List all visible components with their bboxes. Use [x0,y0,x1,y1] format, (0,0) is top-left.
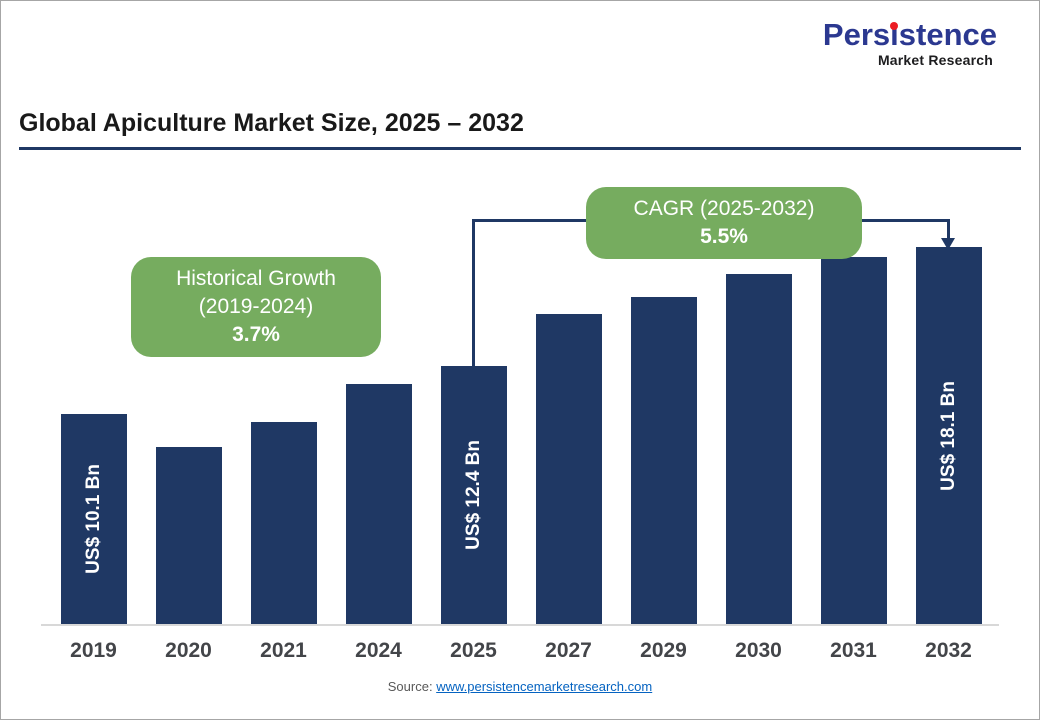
logo-wordmark: Persi stence [823,19,997,50]
x-axis-baseline [41,624,999,626]
x-label-2031: 2031 [830,639,877,662]
historical-growth-callout: Historical Growth (2019-2024) 3.7% [131,257,381,357]
bar-2032: US$ 18.1 Bn [915,247,982,624]
bar-2031 [820,257,887,624]
source-link[interactable]: www.persistencemarketresearch.com [436,679,653,694]
bar-value-label: US$ 18.1 Bn [937,380,959,491]
callout-line: (2019-2024) [198,295,314,318]
cagr-callout: CAGR (2025-2032) 5.5% [586,187,862,259]
logo-text-part: stence [898,17,997,52]
bar-2029 [630,297,697,624]
x-label-2027: 2027 [545,639,592,662]
bar-value-label: US$ 10.1 Bn [82,464,104,574]
bar-2020 [155,447,222,624]
x-label-2021: 2021 [260,639,307,662]
x-label-2029: 2029 [640,639,687,662]
callout-line: CAGR (2025-2032) [633,197,815,220]
bar-value-label: US$ 12.4 Bn [462,440,484,550]
bar-2025: US$ 12.4 Bn [440,366,507,624]
logo-text-part: i [890,17,899,52]
bar-2030 [725,274,792,624]
callout-value: 5.5% [700,225,748,248]
bar-2021 [250,422,317,624]
x-label-2030: 2030 [735,639,782,662]
x-label-2025: 2025 [450,639,497,662]
logo-subtitle: Market Research [877,52,993,68]
x-label-2024: 2024 [355,639,402,662]
source-line: Source: www.persistencemarketresearch.co… [1,679,1039,694]
bar-2024 [345,384,412,624]
logo-red-dot-icon [890,22,899,30]
callout-value: 3.7% [232,323,280,346]
title-underline [19,147,1021,150]
arrow-down-icon [941,238,955,250]
pmr-logo: Persi stence Market Research [823,19,997,67]
logo-text-part: Pers [822,17,891,52]
connector-vertical-2032 [947,219,950,239]
x-label-2019: 2019 [70,639,117,662]
bar-2019: US$ 10.1 Bn [60,414,127,624]
x-label-2020: 2020 [165,639,212,662]
chart-title: Global Apiculture Market Size, 2025 – 20… [19,109,524,137]
x-label-2032: 2032 [925,639,972,662]
source-prefix: Source: [387,679,437,694]
connector-vertical-2025 [472,219,475,375]
bar-2027 [535,314,602,624]
callout-line: Historical Growth [176,267,336,290]
